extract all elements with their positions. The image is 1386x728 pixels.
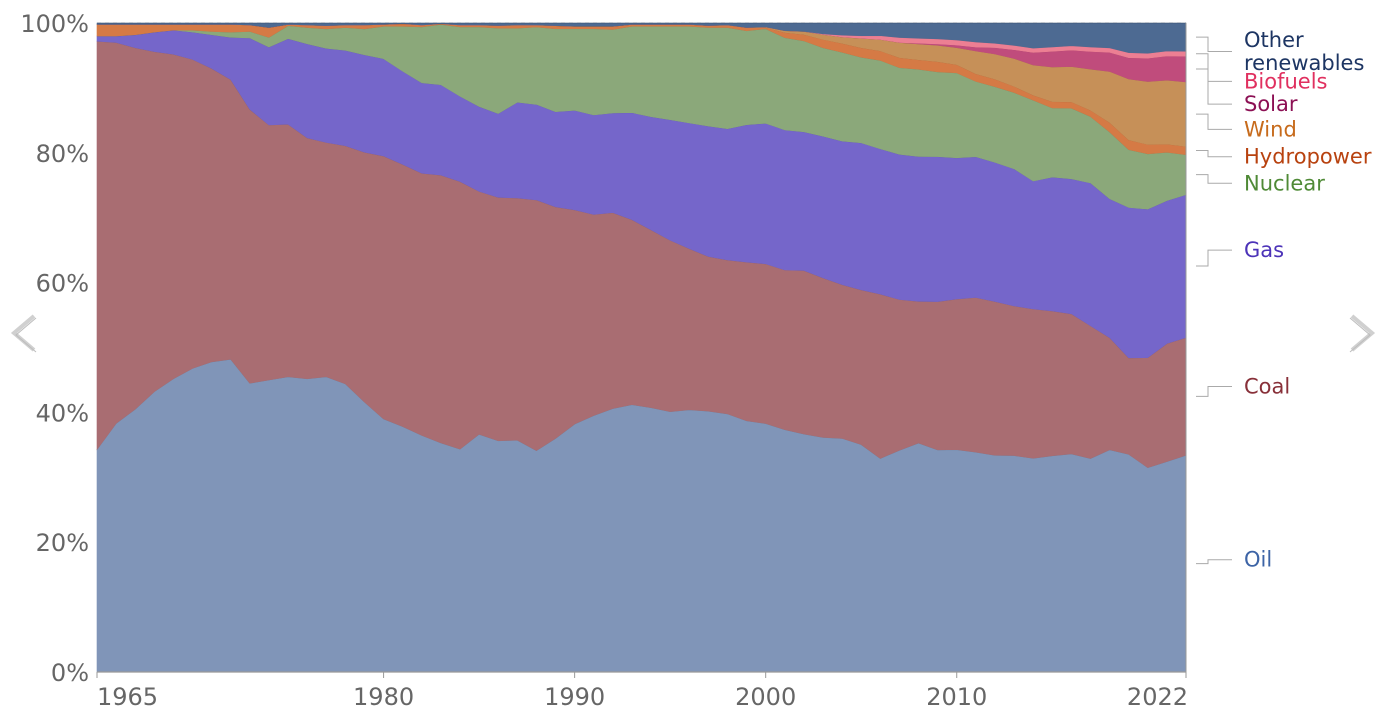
legend-label-oil: Oil [1244,548,1272,572]
x-tick-label: 2010 [926,683,987,711]
y-tick-label: 60% [36,270,89,298]
y-tick-label: 20% [36,529,89,557]
x-tick-label: 1965 [97,683,158,711]
legend-connector-other-renewables [1196,36,1232,53]
next-chart-button[interactable] [1342,308,1382,358]
x-tick-label: 2022 [1127,683,1188,711]
chevron-left-icon [10,314,37,353]
y-tick-label: 100% [20,10,89,38]
y-tick-label: 0% [51,659,89,687]
legend-connector-biofuels [1196,53,1232,82]
x-tick-label: 1980 [353,683,414,711]
legend-label-coal: Coal [1244,374,1290,398]
x-axis: 1965 1980 1990 2000 2010 2022 [96,23,1188,711]
prev-chart-button[interactable] [4,308,44,358]
chevron-right-icon [1349,314,1376,353]
area-series [96,22,1187,673]
x-tick-label: 1990 [544,683,605,711]
x-tick-label: 2000 [735,683,796,711]
legend-connector-coal [1196,385,1232,397]
legend-connector-wind [1196,113,1232,130]
legend-connector-nuclear [1196,174,1232,184]
y-axis: 0% 20% 40% 60% 80% 100% [20,10,89,687]
legend-label-nuclear: Nuclear [1244,171,1325,195]
y-tick-label: 80% [36,140,89,168]
legend-label-hydropower: Hydropower [1244,145,1372,169]
legend-connector-gas [1196,249,1232,267]
legend-label-wind: Wind [1244,117,1297,141]
legend-label-other-renewables: renewables [1244,51,1364,75]
legend-label-other-renewables: Other [1244,28,1304,52]
legend-label-gas: Gas [1244,238,1284,262]
legend-connector-oil [1196,559,1232,565]
legend-label-solar: Solar [1244,92,1298,116]
y-tick-label: 40% [36,399,89,427]
legend-label-biofuels: Biofuels [1244,69,1328,93]
legend-connector-solar [1196,68,1232,105]
legend-connector-hydropower [1196,149,1232,158]
